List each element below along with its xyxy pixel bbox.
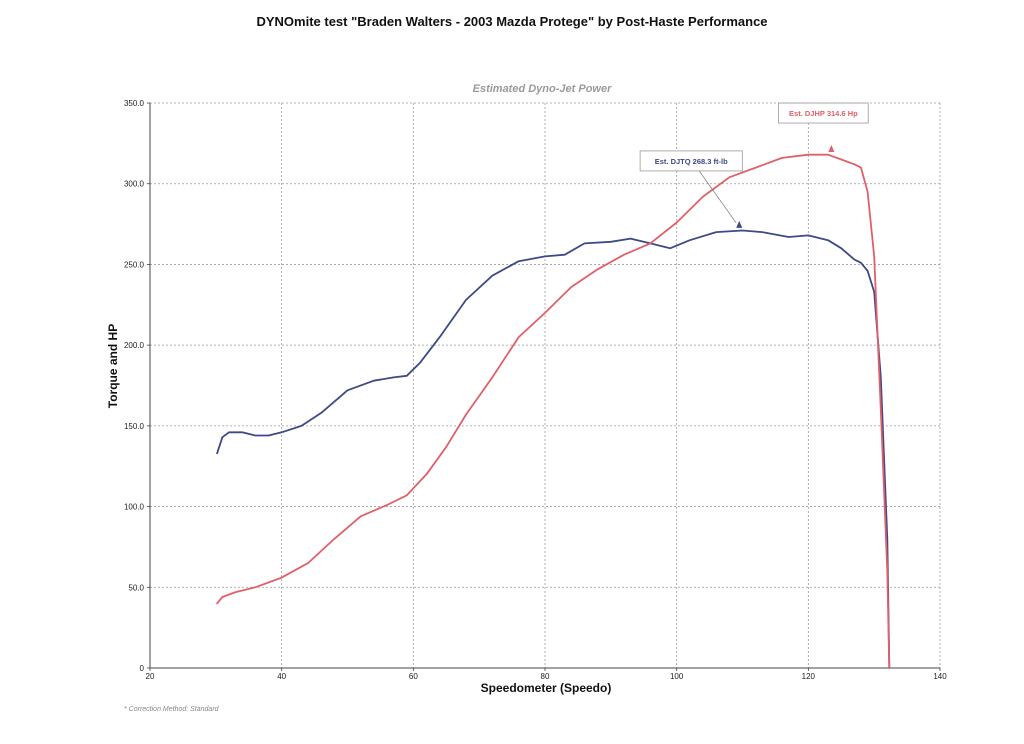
hp_peak-callout: Est. DJHP 314.6 Hp (778, 102, 869, 153)
annotations: Est. DJTQ 268.3 ft-lb Est. DJHP 314.6 Hp (639, 102, 869, 228)
y-tick-label: 50.0 (128, 583, 144, 592)
series-layer (216, 153, 891, 669)
callout-leader (698, 170, 737, 224)
callout-marker (736, 220, 743, 228)
y-tick-label: 250.0 (124, 260, 145, 269)
callout-label: Est. DJHP 314.6 Hp (789, 109, 858, 118)
x-tick-label: 20 (146, 672, 155, 681)
y-tick-label: 100.0 (124, 503, 145, 512)
x-tick-label: 140 (933, 672, 947, 681)
y-axis-label: Torque and HP (106, 324, 120, 408)
torque_peak-callout: Est. DJTQ 268.3 ft-lb (639, 150, 743, 228)
chart-title: Estimated Dyno-Jet Power (473, 83, 612, 95)
x-axis-label: Speedometer (Speedo) (481, 681, 612, 695)
y-tick-label: 200.0 (124, 341, 145, 350)
y-tick-label: 300.0 (124, 180, 145, 189)
x-tick-label: 40 (277, 672, 286, 681)
x-tick-label: 60 (409, 672, 418, 681)
y-tick-label: 150.0 (124, 422, 145, 431)
page-title: DYNOmite test "Braden Walters - 2003 Maz… (256, 14, 768, 29)
y-tick-label: 350.0 (124, 99, 145, 108)
x-tick-label: 100 (670, 672, 684, 681)
y-tick-label: 0 (140, 664, 145, 673)
callout-label: Est. DJTQ 268.3 ft-lb (655, 157, 728, 166)
callout-box (639, 150, 743, 172)
callout-box (778, 102, 869, 124)
hp-series-line (216, 153, 891, 669)
callout-marker (828, 145, 835, 153)
correction-footnote: * Correction Method: Standard (124, 706, 219, 713)
torque-series-line (216, 229, 891, 669)
axes: 20 40 60 80 100 120 140 0 50.0 100.0 150.0 200.0 250… (124, 99, 947, 681)
x-tick-label: 80 (541, 672, 550, 681)
x-tick-label: 120 (802, 672, 816, 681)
